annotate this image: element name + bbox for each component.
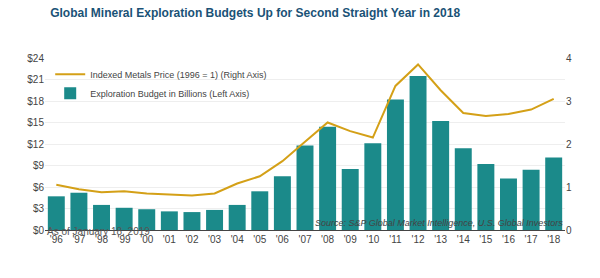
svg-text:Exploration Budget in Billions: Exploration Budget in Billions (Left Axi… bbox=[90, 89, 249, 99]
svg-text:Source: S&P Global Market Inte: Source: S&P Global Market Intelligence, … bbox=[315, 218, 563, 228]
svg-text:'97: '97 bbox=[72, 234, 85, 245]
svg-text:Indexed Metals Price (1996 = 1: Indexed Metals Price (1996 = 1) (Right A… bbox=[90, 70, 266, 80]
svg-text:'00: '00 bbox=[140, 234, 153, 245]
svg-text:'07: '07 bbox=[298, 234, 311, 245]
svg-text:'98: '98 bbox=[95, 234, 108, 245]
svg-text:$0: $0 bbox=[33, 225, 45, 236]
svg-text:'04: '04 bbox=[231, 234, 244, 245]
svg-text:'02: '02 bbox=[185, 234, 198, 245]
svg-text:'11: '11 bbox=[389, 234, 402, 245]
svg-text:$15: $15 bbox=[27, 117, 44, 128]
svg-text:'17: '17 bbox=[525, 234, 538, 245]
svg-text:1: 1 bbox=[566, 182, 572, 193]
svg-text:'01: '01 bbox=[163, 234, 176, 245]
svg-text:2: 2 bbox=[566, 139, 572, 150]
svg-text:4: 4 bbox=[566, 53, 572, 64]
svg-text:Global Mineral Exploration Bud: Global Mineral Exploration Budgets Up fo… bbox=[50, 6, 460, 20]
svg-text:$9: $9 bbox=[33, 160, 45, 171]
svg-text:'99: '99 bbox=[118, 234, 131, 245]
svg-text:'03: '03 bbox=[208, 234, 221, 245]
svg-text:'16: '16 bbox=[502, 234, 515, 245]
svg-text:'15: '15 bbox=[479, 234, 492, 245]
svg-text:$21: $21 bbox=[27, 74, 44, 85]
svg-text:'12: '12 bbox=[412, 234, 425, 245]
svg-text:$12: $12 bbox=[27, 139, 44, 150]
svg-text:'18: '18 bbox=[547, 234, 560, 245]
svg-text:$3: $3 bbox=[33, 203, 45, 214]
svg-text:'06: '06 bbox=[276, 234, 289, 245]
svg-text:$18: $18 bbox=[27, 96, 44, 107]
svg-text:3: 3 bbox=[566, 96, 572, 107]
svg-text:'08: '08 bbox=[321, 234, 334, 245]
svg-text:'13: '13 bbox=[434, 234, 447, 245]
svg-text:$6: $6 bbox=[33, 182, 45, 193]
svg-text:'05: '05 bbox=[253, 234, 266, 245]
svg-text:'14: '14 bbox=[457, 234, 470, 245]
svg-text:$24: $24 bbox=[27, 53, 44, 64]
svg-text:'10: '10 bbox=[366, 234, 379, 245]
svg-text:0: 0 bbox=[566, 225, 572, 236]
svg-text:As of January 18, 2019: As of January 18, 2019 bbox=[47, 226, 150, 237]
svg-text:'09: '09 bbox=[344, 234, 357, 245]
svg-text:'96: '96 bbox=[50, 234, 63, 245]
